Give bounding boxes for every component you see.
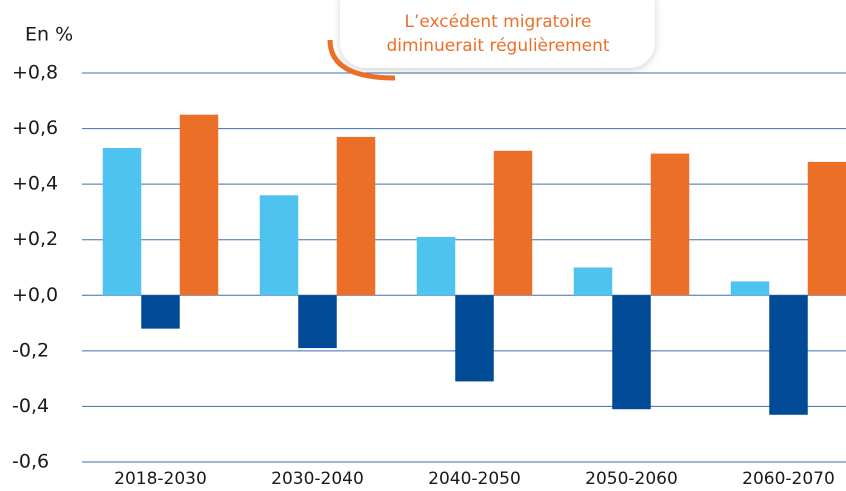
bar bbox=[141, 295, 180, 329]
x-tick-label: 2030-2040 bbox=[271, 469, 364, 489]
x-tick-label: 2050-2060 bbox=[585, 469, 678, 489]
bar bbox=[769, 295, 808, 415]
x-tick-label: 2060-2070 bbox=[742, 469, 835, 489]
bar bbox=[455, 295, 494, 382]
bar bbox=[179, 114, 219, 296]
bar bbox=[612, 295, 651, 410]
annotation-box bbox=[340, 0, 655, 68]
annotation: L’excédent migratoire bbox=[404, 12, 591, 32]
annotation: diminuerait régulièrement bbox=[386, 36, 609, 56]
bar bbox=[650, 153, 690, 296]
bar bbox=[416, 236, 456, 296]
y-tick-label: -0,2 bbox=[12, 339, 49, 361]
bar bbox=[573, 267, 613, 296]
y-tick-label: +0,2 bbox=[12, 228, 58, 250]
annotation-hook bbox=[327, 39, 396, 81]
bar bbox=[807, 161, 846, 296]
bar bbox=[298, 295, 337, 349]
bar bbox=[336, 136, 376, 296]
bar bbox=[259, 195, 299, 296]
y-tick-label: -0,4 bbox=[12, 395, 49, 417]
bar bbox=[730, 281, 770, 296]
y-tick-label: -0,6 bbox=[12, 451, 49, 473]
x-tick-label: 2018-2030 bbox=[114, 469, 207, 489]
y-tick-label: +0,8 bbox=[12, 62, 58, 84]
y-tick-label: +0,4 bbox=[12, 173, 58, 195]
y-tick-label: +0,0 bbox=[12, 284, 58, 306]
y-tick-label: +0,6 bbox=[12, 117, 58, 139]
bar bbox=[102, 148, 142, 296]
x-tick-label: 2040-2050 bbox=[428, 469, 521, 489]
bar bbox=[493, 150, 533, 296]
y-axis-label: En % bbox=[25, 24, 73, 46]
